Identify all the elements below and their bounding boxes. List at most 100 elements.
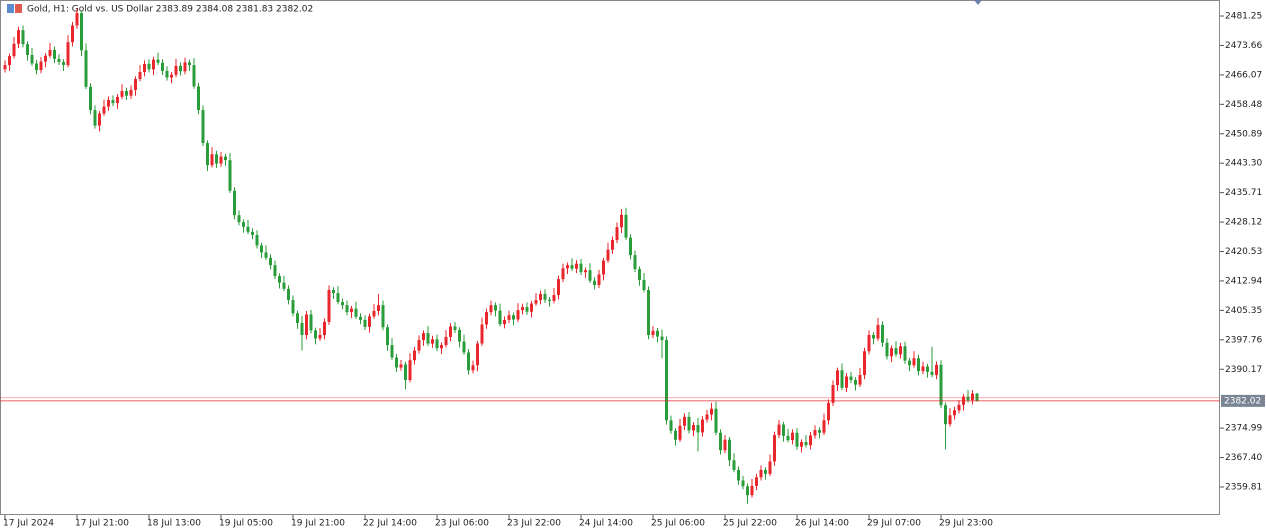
candle-body <box>777 424 781 436</box>
candle-body <box>480 324 484 344</box>
candle-body <box>489 305 493 313</box>
candle-body <box>840 370 844 388</box>
candle-body <box>431 339 434 344</box>
candle-body <box>494 305 497 311</box>
candle-body <box>422 333 425 341</box>
candle-body <box>39 61 43 71</box>
candle-body <box>719 432 722 451</box>
chart-title: Gold, H1: Gold vs. US Dollar 2383.89 238… <box>27 5 313 15</box>
candle-body <box>953 410 956 416</box>
y-tick-label: 2412.94 <box>1225 276 1262 286</box>
candle-body <box>908 360 911 366</box>
candle-body <box>521 307 524 311</box>
candle-body <box>147 63 151 70</box>
candle-body <box>273 265 277 277</box>
candle-body <box>462 341 466 353</box>
candle-body <box>507 315 511 320</box>
candle-body <box>759 469 763 478</box>
candle-body <box>255 234 259 246</box>
y-tick-label: 2397.76 <box>1225 335 1262 345</box>
candle-body <box>368 316 371 327</box>
candle-body <box>300 322 304 336</box>
candle-body <box>57 58 61 62</box>
candle-body <box>435 339 439 349</box>
candle-body <box>233 190 236 216</box>
candle-body <box>687 416 691 431</box>
candle-body <box>125 91 128 96</box>
candle-body <box>89 86 92 111</box>
candle-body <box>548 299 551 301</box>
candle-body <box>210 154 214 166</box>
candle-body <box>728 439 731 461</box>
candle-body <box>444 336 448 346</box>
candle-body <box>557 279 560 296</box>
candle-body <box>899 346 902 355</box>
y-tick-label: 2359.81 <box>1225 482 1262 492</box>
candle-body <box>395 357 398 368</box>
candle-body <box>381 305 385 328</box>
candle-body <box>269 257 272 266</box>
candle-body <box>93 110 97 126</box>
candle-body <box>264 252 268 258</box>
candle-body <box>350 308 353 313</box>
y-tick-label: 2420.53 <box>1225 247 1262 257</box>
price-tag <box>1221 394 1265 407</box>
candle-body <box>152 59 155 70</box>
candle-body <box>930 371 934 375</box>
candle-body <box>593 280 596 285</box>
candle-body <box>336 293 340 303</box>
candle-body <box>912 358 916 366</box>
candle-body <box>485 312 488 325</box>
candle-body <box>800 442 803 447</box>
candle-body <box>701 419 704 433</box>
candle-body <box>539 293 542 301</box>
candle-body <box>705 414 709 420</box>
candle-body <box>62 61 65 66</box>
candle-body <box>66 42 70 66</box>
candle-body <box>26 44 29 55</box>
candle-body <box>813 430 817 436</box>
candle-body <box>957 404 961 411</box>
candle-body <box>849 376 853 380</box>
candle-body <box>894 348 898 355</box>
candle-body <box>17 30 20 44</box>
y-tick-label: 2458.48 <box>1225 100 1262 110</box>
candle-body <box>629 237 632 256</box>
y-tick-label: 2374.99 <box>1225 424 1262 434</box>
candle-body <box>723 439 727 451</box>
candle-body <box>102 106 106 114</box>
candle-body <box>660 336 664 341</box>
candle-body <box>215 154 218 164</box>
candle-body <box>278 276 281 283</box>
candle-body <box>318 335 322 339</box>
candle-body <box>197 86 200 111</box>
candle-body <box>80 13 83 51</box>
candle-body <box>107 99 110 107</box>
shift-marker <box>974 0 982 5</box>
candle-body <box>858 374 862 385</box>
candle-body <box>3 65 7 70</box>
candle-body <box>296 313 299 323</box>
candle-body <box>530 303 533 312</box>
candle-body <box>710 408 713 415</box>
candle-body <box>359 316 362 320</box>
candle-body <box>678 425 682 440</box>
candle-body <box>134 79 137 90</box>
candle-body <box>503 319 506 325</box>
candle-body <box>161 62 164 71</box>
candle-body <box>219 156 223 164</box>
candle-body <box>35 63 38 71</box>
candle-body <box>611 239 614 250</box>
candle-body <box>795 432 799 447</box>
candle-body <box>309 314 313 331</box>
candle-body <box>926 366 929 372</box>
candle-body <box>192 65 196 87</box>
candle-body <box>201 110 205 144</box>
candle-body <box>183 62 187 72</box>
candle-body <box>8 56 11 66</box>
candle-body <box>935 364 938 375</box>
candle-body <box>624 214 628 238</box>
candle-body <box>174 65 178 75</box>
candle-body <box>408 360 412 380</box>
